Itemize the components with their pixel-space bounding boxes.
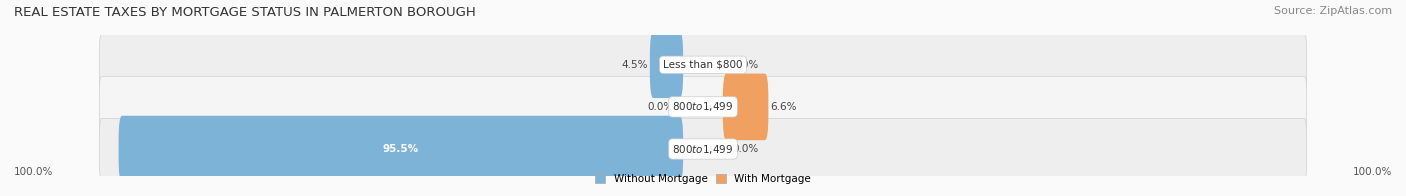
Text: Less than $800: Less than $800 <box>664 60 742 70</box>
FancyBboxPatch shape <box>100 118 1306 180</box>
Text: 95.5%: 95.5% <box>382 144 419 154</box>
Text: REAL ESTATE TAXES BY MORTGAGE STATUS IN PALMERTON BOROUGH: REAL ESTATE TAXES BY MORTGAGE STATUS IN … <box>14 6 475 19</box>
Legend: Without Mortgage, With Mortgage: Without Mortgage, With Mortgage <box>591 170 815 188</box>
Text: 4.5%: 4.5% <box>621 60 648 70</box>
FancyBboxPatch shape <box>723 74 769 140</box>
Text: 6.6%: 6.6% <box>770 102 797 112</box>
Text: $800 to $1,499: $800 to $1,499 <box>672 100 734 113</box>
Text: Source: ZipAtlas.com: Source: ZipAtlas.com <box>1274 6 1392 16</box>
FancyBboxPatch shape <box>650 32 683 98</box>
FancyBboxPatch shape <box>100 76 1306 137</box>
FancyBboxPatch shape <box>118 116 683 182</box>
Text: 0.0%: 0.0% <box>648 102 673 112</box>
FancyBboxPatch shape <box>100 34 1306 95</box>
Text: 0.0%: 0.0% <box>733 60 758 70</box>
Text: 100.0%: 100.0% <box>14 167 53 177</box>
Text: 100.0%: 100.0% <box>1353 167 1392 177</box>
Text: $800 to $1,499: $800 to $1,499 <box>672 142 734 155</box>
Text: 0.0%: 0.0% <box>733 144 758 154</box>
